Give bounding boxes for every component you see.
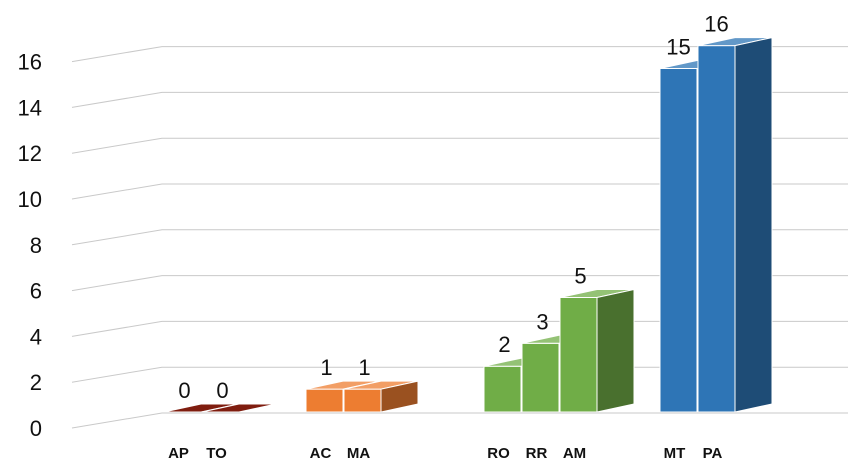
category-label-ro: RO (487, 445, 510, 461)
y-tick-label: 14 (18, 95, 42, 120)
category-label-ap: AP (168, 445, 189, 461)
gridline-12 (71, 137, 848, 154)
bar-pa (697, 36, 773, 413)
category-label-ma: MA (347, 445, 370, 461)
bar-am (559, 288, 635, 413)
y-tick-label: 16 (18, 50, 42, 75)
bar-front (659, 68, 698, 413)
bar-side (596, 288, 635, 413)
bar-side (734, 36, 773, 413)
data-label-pa: 16 (704, 12, 728, 37)
category-label-to: TO (206, 445, 227, 461)
gridlines (71, 46, 848, 429)
y-axis-ticks: 0 2 4 6 8 10 12 14 16 (18, 50, 42, 441)
bar-front (559, 297, 598, 413)
y-tick-label: 2 (30, 370, 42, 395)
bar-front (697, 45, 736, 413)
category-label-am: AM (563, 445, 586, 461)
y-tick-label: 10 (18, 187, 42, 212)
category-label-pa: PA (703, 445, 723, 461)
gridline-8 (71, 229, 848, 246)
category-label-mt: MT (664, 445, 686, 461)
category-label-rr: RR (526, 445, 548, 461)
gridline-14 (71, 91, 848, 108)
gridline-0 (71, 412, 848, 429)
bar-ma (343, 380, 419, 413)
category-label-ac: AC (310, 445, 332, 461)
data-label-am: 5 (574, 264, 586, 289)
bar-side (380, 380, 419, 413)
data-label-to: 0 (216, 378, 228, 403)
bar-front (483, 365, 522, 413)
gridline-10 (71, 183, 848, 200)
data-labels: 0 0 1 1 2 3 5 15 16 (178, 12, 728, 403)
bar-front (343, 388, 382, 413)
bar-top (201, 403, 277, 413)
data-label-mt: 15 (666, 35, 690, 60)
bar-to (201, 403, 277, 413)
y-tick-label: 12 (18, 141, 42, 166)
gridline-16 (71, 46, 848, 63)
y-tick-label: 8 (30, 233, 42, 258)
data-label-rr: 3 (536, 309, 548, 334)
data-label-ro: 2 (498, 332, 510, 357)
y-tick-label: 4 (30, 324, 42, 349)
bar-front (305, 388, 344, 413)
y-tick-label: 0 (30, 416, 42, 441)
bar-front (521, 342, 560, 413)
y-tick-label: 6 (30, 279, 42, 304)
bars (163, 36, 773, 413)
data-label-ap: 0 (178, 378, 190, 403)
gridline-6 (71, 275, 848, 292)
x-axis-categories: AP TO AC MA RO RR AM MT PA (168, 445, 722, 461)
data-label-ma: 1 (358, 355, 370, 380)
data-label-ac: 1 (320, 355, 332, 380)
